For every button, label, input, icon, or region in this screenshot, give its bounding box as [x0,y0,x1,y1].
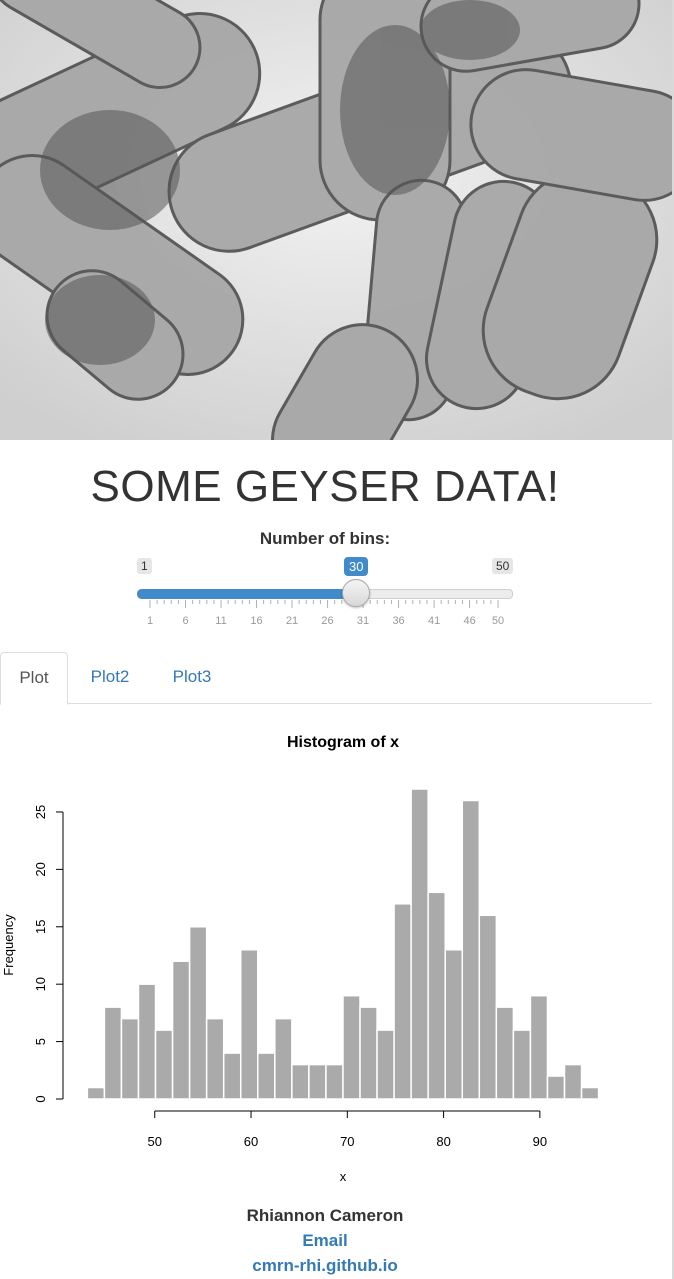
slider-tick-label: 11 [215,615,226,626]
tab-plot2[interactable]: Plot2 [90,667,130,686]
chart-title: Histogram of x [287,734,399,751]
email-link[interactable]: Email [302,1231,348,1250]
tab-bar: Plot Plot2 Plot3 [0,652,652,705]
website-link[interactable]: cmrn-rhi.github.io [252,1256,398,1275]
slider-max-label: 50 [492,558,514,574]
x-tick-label: 90 [533,1134,547,1149]
histogram-bar [239,948,259,1100]
histogram-bar [137,983,157,1100]
tab-plot[interactable]: Plot [0,652,68,705]
histogram-bar [444,948,464,1100]
histogram-bar [563,1063,583,1100]
author-name: Rhiannon Cameron [246,1206,404,1225]
histogram-bar [410,788,429,1100]
slider-handle[interactable] [341,579,370,607]
histogram-bar [512,1029,532,1100]
y-axis-label: Frequency [1,914,16,976]
histogram-bar [359,1006,378,1100]
microscopy-banner-image [0,0,672,440]
histogram-bar [376,1029,395,1100]
histogram-bar [529,994,549,1100]
slider-tick-label: 36 [392,615,404,626]
histogram-bar [154,1029,174,1100]
x-tick-label: 80 [436,1134,450,1149]
slider-tick-label: 46 [463,615,475,626]
slider-label: Number of bins: [259,529,391,548]
slider-tick-label: 41 [428,615,440,626]
slider-fill [137,589,356,599]
y-tick-label: 25 [33,805,48,819]
y-tick-label: 20 [33,862,48,876]
slider-tick-label: 21 [286,615,298,626]
histogram-bar [103,1006,123,1100]
histogram-bar [205,1017,225,1100]
histogram-bar [325,1063,344,1100]
page-scrollbar[interactable] [672,0,674,1279]
histogram-bar [188,926,208,1100]
histogram-bar [291,1063,310,1100]
slider-tick-label: 6 [182,615,188,626]
slider-min-label: 1 [137,558,152,574]
y-tick-label: 10 [33,977,48,991]
y-tick-label: 5 [33,1038,48,1045]
histogram-bar [120,1017,140,1100]
y-tick-label: 15 [33,920,48,934]
histogram-bar [308,1063,327,1100]
histogram-bar [478,914,498,1100]
histogram-bar [222,1052,242,1100]
slider-tick-label: 1 [147,615,153,626]
x-tick-label: 60 [244,1134,258,1149]
histogram-bar [580,1086,600,1100]
slider-tick-label: 50 [492,615,504,626]
histogram-bar [427,891,446,1100]
slider-tick-label: 26 [321,615,333,626]
histogram-bar [274,1017,293,1100]
slider-value-label: 30 [344,557,369,576]
histogram-bar [461,799,481,1100]
bins-slider[interactable]: 1 50 30 1 6 11 16 21 26 31 36 41 46 50 [137,556,514,626]
histogram-bar [342,994,361,1100]
histogram-bar [257,1052,276,1100]
histogram-bar [546,1075,566,1100]
x-tick-label: 50 [148,1134,162,1149]
page-title: SOME GEYSER DATA! [90,462,560,511]
y-tick-label: 0 [33,1095,48,1102]
slider-tick-label: 16 [250,615,262,626]
slider-ticks: 1 6 11 16 21 26 31 36 41 46 50 [147,600,504,626]
x-tick-label: 70 [340,1134,354,1149]
slider-tick-label: 31 [357,615,369,626]
histogram-bar [393,903,412,1100]
histogram-bar [171,960,191,1100]
x-axis-label: x [340,1169,347,1184]
histogram-plot: Histogram of x 50 60 70 80 90 x 0 5 10 15 20 25 Frequ… [1,734,600,1184]
histogram-bar [86,1086,106,1100]
tab-plot3[interactable]: Plot3 [172,667,212,686]
histogram-bar [495,1006,515,1100]
